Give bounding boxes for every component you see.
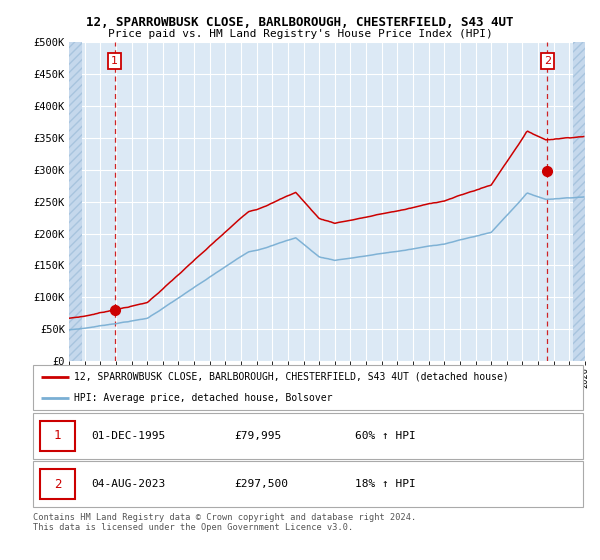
- Text: 18% ↑ HPI: 18% ↑ HPI: [355, 479, 416, 489]
- Bar: [573, 42, 585, 361]
- Text: Contains HM Land Registry data © Crown copyright and database right 2024.
This d: Contains HM Land Registry data © Crown c…: [33, 513, 416, 533]
- FancyBboxPatch shape: [40, 469, 76, 500]
- Text: £79,995: £79,995: [234, 431, 281, 441]
- Text: 2: 2: [54, 478, 61, 491]
- Text: 12, SPARROWBUSK CLOSE, BARLBOROUGH, CHESTERFIELD, S43 4UT (detached house): 12, SPARROWBUSK CLOSE, BARLBOROUGH, CHES…: [74, 372, 509, 382]
- Bar: [573, 42, 585, 361]
- Text: 2: 2: [544, 56, 551, 66]
- Text: 1: 1: [54, 429, 61, 442]
- Bar: [69, 42, 82, 361]
- Text: 04-AUG-2023: 04-AUG-2023: [91, 479, 165, 489]
- Text: 60% ↑ HPI: 60% ↑ HPI: [355, 431, 416, 441]
- Text: 1: 1: [111, 56, 118, 66]
- Text: Price paid vs. HM Land Registry's House Price Index (HPI): Price paid vs. HM Land Registry's House …: [107, 29, 493, 39]
- Text: 12, SPARROWBUSK CLOSE, BARLBOROUGH, CHESTERFIELD, S43 4UT: 12, SPARROWBUSK CLOSE, BARLBOROUGH, CHES…: [86, 16, 514, 29]
- Text: 01-DEC-1995: 01-DEC-1995: [91, 431, 165, 441]
- FancyBboxPatch shape: [40, 421, 76, 451]
- Text: £297,500: £297,500: [234, 479, 288, 489]
- Text: HPI: Average price, detached house, Bolsover: HPI: Average price, detached house, Bols…: [74, 393, 333, 403]
- Bar: [69, 42, 82, 361]
